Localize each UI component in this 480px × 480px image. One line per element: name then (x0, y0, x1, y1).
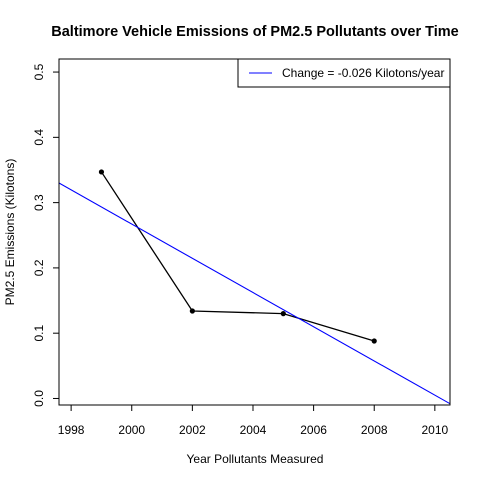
data-series (98, 169, 377, 344)
x-tick-label: 2002 (179, 423, 206, 437)
data-point (98, 169, 105, 175)
x-axis-label: Year Pollutants Measured (187, 452, 324, 466)
y-axis-label: PM2.5 Emissions (Kilotons) (3, 159, 17, 306)
data-point (280, 311, 286, 317)
chart-title: Baltimore Vehicle Emissions of PM2.5 Pol… (51, 24, 458, 40)
y-tick-label: 0.0 (32, 390, 46, 407)
data-point (371, 338, 377, 344)
x-tick-label: 2008 (361, 423, 388, 437)
trend-series (59, 182, 450, 405)
y-tick-label: 0.5 (32, 63, 46, 80)
x-tick-label: 2004 (240, 423, 267, 437)
trend-line (59, 182, 450, 405)
x-tick-label: 2000 (118, 423, 145, 437)
x-tick-label: 2010 (421, 423, 448, 437)
data-point (189, 308, 195, 314)
x-tick-label: 2006 (300, 423, 327, 437)
y-tick-label: 0.2 (32, 259, 46, 276)
y-tick-label: 0.3 (32, 194, 46, 211)
plot-marks (59, 169, 450, 405)
legend: Change = -0.026 Kilotons/year (237, 58, 451, 88)
series-line (100, 171, 375, 342)
x-tick-label: 1998 (58, 423, 85, 437)
plot-area-frame (58, 58, 451, 406)
legend-box (237, 58, 451, 88)
legend-label: Change = -0.026 Kilotons/year (282, 66, 444, 80)
y-tick-label: 0.4 (32, 129, 46, 146)
y-tick-label: 0.1 (32, 325, 46, 342)
